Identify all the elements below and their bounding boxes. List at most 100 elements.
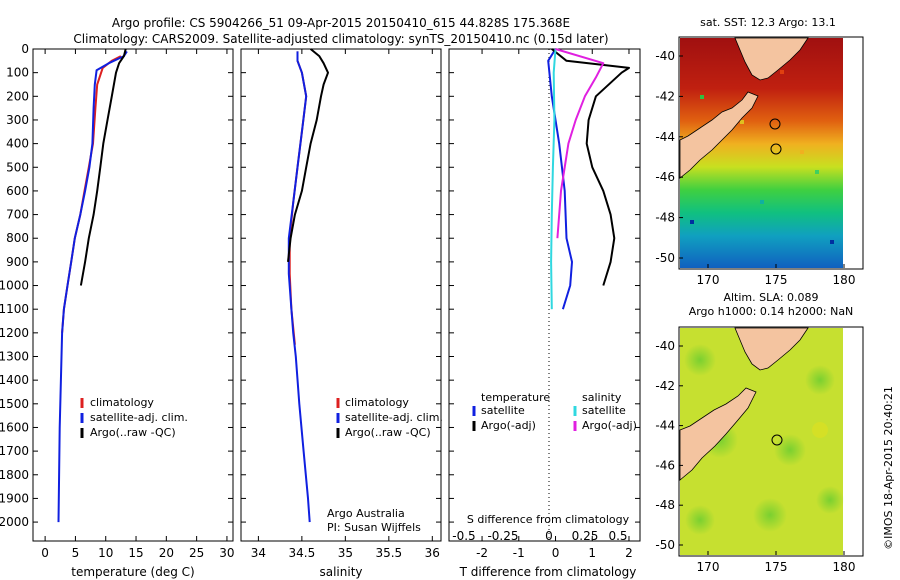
- temperature-ticks: 0 5 10 15 20 25 300100200300400500600700800900…: [0, 42, 235, 560]
- x-tick-label: 15: [128, 546, 143, 560]
- x-tick-label: 0: [552, 546, 560, 560]
- s-tick-label: 0.25: [572, 529, 599, 543]
- x-tick-label: 10: [98, 546, 113, 560]
- credit-line1: Argo Australia: [327, 507, 405, 520]
- y-tick-label: 1000: [0, 279, 29, 293]
- legend-label-climatology: climatology: [345, 396, 409, 409]
- sla-map-ticks: 170 175 180 -40 -42 -44 -46 -48 -50: [655, 339, 855, 574]
- lon-tick-label: 175: [765, 273, 788, 287]
- legend-label-t-argo: Argo(-adj): [481, 419, 536, 432]
- x-tick-label: 1: [588, 546, 596, 560]
- lat-tick-label: -46: [655, 170, 675, 184]
- x-tick-label: 20: [159, 546, 174, 560]
- y-tick-label: 1300: [0, 350, 29, 364]
- lat-tick-label: -42: [655, 379, 675, 393]
- x-tick-label: 25: [189, 546, 204, 560]
- lon-tick-label: 180: [833, 560, 856, 574]
- legend-heading-temperature: temperature: [481, 391, 550, 404]
- legend-label-climatology: climatology: [90, 396, 154, 409]
- series-line-satellite-adj-clim-: [287, 51, 311, 523]
- sst-noise: [690, 70, 834, 244]
- sst-map-title: sat. SST: 12.3 Argo: 13.1: [700, 16, 836, 29]
- lat-tick-label: -48: [655, 211, 675, 225]
- series-line-salinity-satellite: [550, 48, 557, 310]
- s-tick-label: 0.5: [608, 529, 627, 543]
- x-tick-label: 35: [338, 546, 353, 560]
- temperature-legend: climatology satellite-adj. clim. Argo(..…: [80, 396, 188, 439]
- y-tick-label: 0: [21, 42, 29, 56]
- north-island-land: [734, 37, 809, 81]
- y-tick-label: 2000: [0, 515, 29, 529]
- south-island-land: [679, 91, 759, 179]
- legend-label-satellite: satellite-adj. clim.: [90, 411, 188, 424]
- y-tick-label: 200: [6, 89, 29, 103]
- temperature-xlabel: temperature (deg C): [71, 565, 194, 579]
- salinity-axes-frame: [240, 48, 442, 542]
- y-tick-label: 1500: [0, 397, 29, 411]
- series-line-argo-raw-qc-: [79, 48, 127, 286]
- x-tick-label: 34.5: [289, 546, 316, 560]
- x-tick-label: 34: [251, 546, 266, 560]
- lon-tick-label: 180: [833, 273, 856, 287]
- difference-ticks: -2 -1 0 1 2: [449, 48, 640, 560]
- chatham-rise-contour: [769, 118, 781, 130]
- legend-heading-salinity: salinity: [582, 391, 622, 404]
- y-tick-label: 100: [6, 66, 29, 80]
- difference-panel: -2 -1 0 1 2 temperature salinity satellite A…: [448, 48, 641, 579]
- temperature-axes-frame: [32, 48, 234, 542]
- y-tick-label: 400: [6, 137, 29, 151]
- lat-tick-label: -44: [655, 130, 675, 144]
- legend-label-satellite: satellite-adj. clim.: [345, 411, 443, 424]
- series-line-temperature-satellite: [547, 48, 573, 310]
- lat-tick-label: -46: [655, 458, 675, 472]
- imos-footer: ©IMOS 18-Apr-2015 20:40:21: [882, 386, 895, 550]
- x-tick-label: 5: [72, 546, 80, 560]
- y-tick-label: 300: [6, 113, 29, 127]
- lat-tick-label: -42: [655, 89, 675, 103]
- y-tick-label: 1400: [0, 373, 29, 387]
- lat-tick-label: -48: [655, 498, 675, 512]
- legend-label-s-argo: Argo(-adj): [582, 419, 637, 432]
- temperature-series: [57, 48, 128, 523]
- salinity-legend: climatology satellite-adj. clim. Argo(..…: [336, 396, 443, 439]
- lon-tick-label: 170: [697, 273, 720, 287]
- y-tick-label: 900: [6, 255, 29, 269]
- series-line-temperature-argo-adj-: [551, 48, 630, 286]
- legend-label-s-satellite: satellite: [582, 404, 626, 417]
- x-tick-label: 0: [41, 546, 49, 560]
- sst-map-ticks: 170 175 180 -40 -42 -44 -46 -48 -50: [655, 49, 855, 287]
- t-difference-xlabel: T difference from climatology: [459, 565, 637, 579]
- y-tick-label: 500: [6, 160, 29, 174]
- y-tick-label: 700: [6, 208, 29, 222]
- difference-series: [547, 48, 630, 310]
- series-line-salinity-argo-adj-: [555, 48, 605, 239]
- salinity-ticks: 34 34.5 35 35.5 36: [241, 48, 441, 560]
- x-tick-label: 30: [219, 546, 234, 560]
- figure-title-line1: Argo profile: CS 5904266_51 09-Apr-2015 …: [112, 16, 570, 30]
- sla-title-line1: Altim. SLA: 0.089: [723, 291, 818, 304]
- figure-title-line2: Climatology: CARS2009. Satellite-adjuste…: [73, 32, 608, 46]
- s-tick-label: 0: [545, 529, 553, 543]
- y-tick-label: 600: [6, 184, 29, 198]
- sla-map: Altim. SLA: 0.089 Argo h1000: 0.14 h2000…: [655, 291, 864, 574]
- lat-tick-label: -40: [655, 339, 675, 353]
- y-tick-label: 1100: [0, 302, 29, 316]
- y-tick-label: 1700: [0, 444, 29, 458]
- salinity-panel: 34 34.5 35 35.5 36 climatology satellite-adj…: [240, 48, 443, 579]
- credit-line2: PI: Susan Wijffels: [327, 521, 421, 534]
- x-tick-label: 35.5: [375, 546, 402, 560]
- lat-tick-label: -50: [655, 251, 675, 265]
- salinity-xlabel: salinity: [319, 565, 362, 579]
- lat-tick-label: -44: [655, 419, 675, 433]
- temperature-panel: 0 5 10 15 20 25 300100200300400500600700800900…: [0, 42, 235, 579]
- lon-tick-label: 170: [697, 560, 720, 574]
- lon-tick-label: 175: [765, 560, 788, 574]
- argo-position-marker-2: [771, 434, 783, 446]
- s-tick-label: -0.25: [487, 529, 518, 543]
- legend-label-argo: Argo(..raw -QC): [90, 426, 176, 439]
- s-difference-label: S difference from climatology: [467, 513, 630, 526]
- x-tick-label: -2: [476, 546, 488, 560]
- y-tick-label: 1200: [0, 326, 29, 340]
- lat-tick-label: -50: [655, 538, 675, 552]
